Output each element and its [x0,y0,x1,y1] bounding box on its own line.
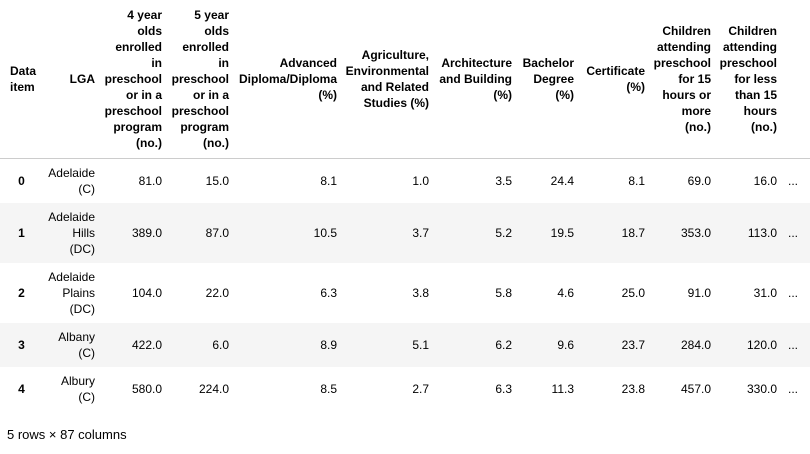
column-header: Bachelor Degree (%) [517,0,579,159]
cell: 422.0 [131,337,162,352]
ellipsis-cell: ... [788,225,799,240]
cell: 104.0 [131,285,162,300]
ellipsis-cell: ... [788,173,799,188]
cell: 120.0 [746,337,777,352]
cell: 87.0 [205,225,229,240]
cell: 113.0 [747,225,777,240]
column-header-spacer [782,0,810,159]
column-header: LGA [45,0,100,159]
column-header: Advanced Diploma/Diploma (%) [234,0,342,159]
cell: 6.2 [495,337,512,352]
cell: 5.1 [412,337,429,352]
cell: 10.5 [313,225,337,240]
cell: 19.5 [550,225,574,240]
cell: 3.5 [495,173,512,188]
cell: 15.0 [205,173,229,188]
cell: 22.0 [205,285,229,300]
cell: 69.0 [687,173,711,188]
cell: 330.0 [746,381,777,396]
cell: 23.7 [621,337,645,352]
cell: 3.8 [412,285,429,300]
cell: Adelaide (C) [48,165,95,196]
cell: 580.0 [131,381,162,396]
cell: 5.2 [495,225,512,240]
cell: 353.0 [680,225,711,240]
cell: Adelaide Hills (DC) [48,209,95,256]
cell: 18.7 [621,225,645,240]
cell: 31.0 [753,285,777,300]
cell: 9.6 [557,337,574,352]
row-index: 2 [18,285,25,300]
header-row: Data item LGA 4 year olds enrolled in pres… [0,0,810,159]
row-index: 4 [18,381,25,396]
cell: 6.0 [212,337,229,352]
row-index: 1 [18,225,25,240]
column-header: Children attending preschool for 15 hour… [650,0,716,159]
cell: 91.0 [687,285,711,300]
body: 0 Adelaide (C) 81.0 15.0 8.1 1.0 3.5 24.4 8.1 69.… [0,159,810,411]
cell: 5.8 [495,285,512,300]
cell: 16.0 [753,173,777,188]
row: 1 Adelaide Hills (DC) 389.0 87.0 10.5 3.7 5.2 1… [0,202,810,263]
cell: 1.0 [412,173,429,188]
cell: 11.3 [551,381,574,396]
ellipsis-cell: ... [788,381,799,396]
cell: 23.8 [621,381,645,396]
cell: 24.4 [550,173,574,188]
cell: 8.1 [628,173,645,188]
index-header: Data item [0,0,45,159]
footer: 5 rows × 87 columns [7,427,127,442]
row: 4 Albury (C) 580.0 224.0 8.5 2.7 6.3 11.3 23.8 45… [0,367,810,411]
cell: Adelaide Plains (DC) [48,269,95,316]
row-index: 0 [18,173,25,188]
cell: Albany (C) [58,329,95,360]
cell: 81.0 [138,173,162,188]
row: 3 Albany (C) 422.0 6.0 8.9 5.1 6.2 9.6 23.7 284.0… [0,322,810,367]
column-header: Architecture and Building (%) [434,0,517,159]
cell: Albury (C) [60,373,95,404]
column-header: Agriculture, Environmental and Related S… [342,0,434,159]
cell: 8.9 [320,337,337,352]
cell: 6.3 [495,381,512,396]
column-header: Children attending preschool for less th… [716,0,782,159]
column-header: 5 year olds enrolled in preschool or in … [167,0,234,159]
cell: 8.5 [320,381,337,396]
cell: 457.0 [680,381,711,396]
header: Data item LGA 4 year olds enrolled in pres… [0,0,810,159]
cell: 4.6 [557,285,574,300]
cell: 8.1 [320,173,337,188]
column-header: Certificate (%) [579,0,650,159]
ellipsis-cell: ... [788,337,799,352]
dataframe: Data item LGA 4 year olds enrolled in pres… [0,0,810,411]
row: 0 Adelaide (C) 81.0 15.0 8.1 1.0 3.5 24.4 8.1 69.… [0,159,810,203]
cell: 224.0 [198,381,229,396]
row: 2 Adelaide Plains (DC) 104.0 22.0 6.3 3.8 5.8 4… [0,263,810,323]
ellipsis-cell: ... [788,285,799,300]
row-index: 3 [18,337,25,352]
cell: 2.7 [412,381,429,396]
cell: 3.7 [412,225,429,240]
cell: 25.0 [621,285,645,300]
cell: 389.0 [131,225,162,240]
cell: 6.3 [320,285,337,300]
cell: 284.0 [680,337,711,352]
column-header: 4 year olds enrolled in preschool or in … [100,0,167,159]
